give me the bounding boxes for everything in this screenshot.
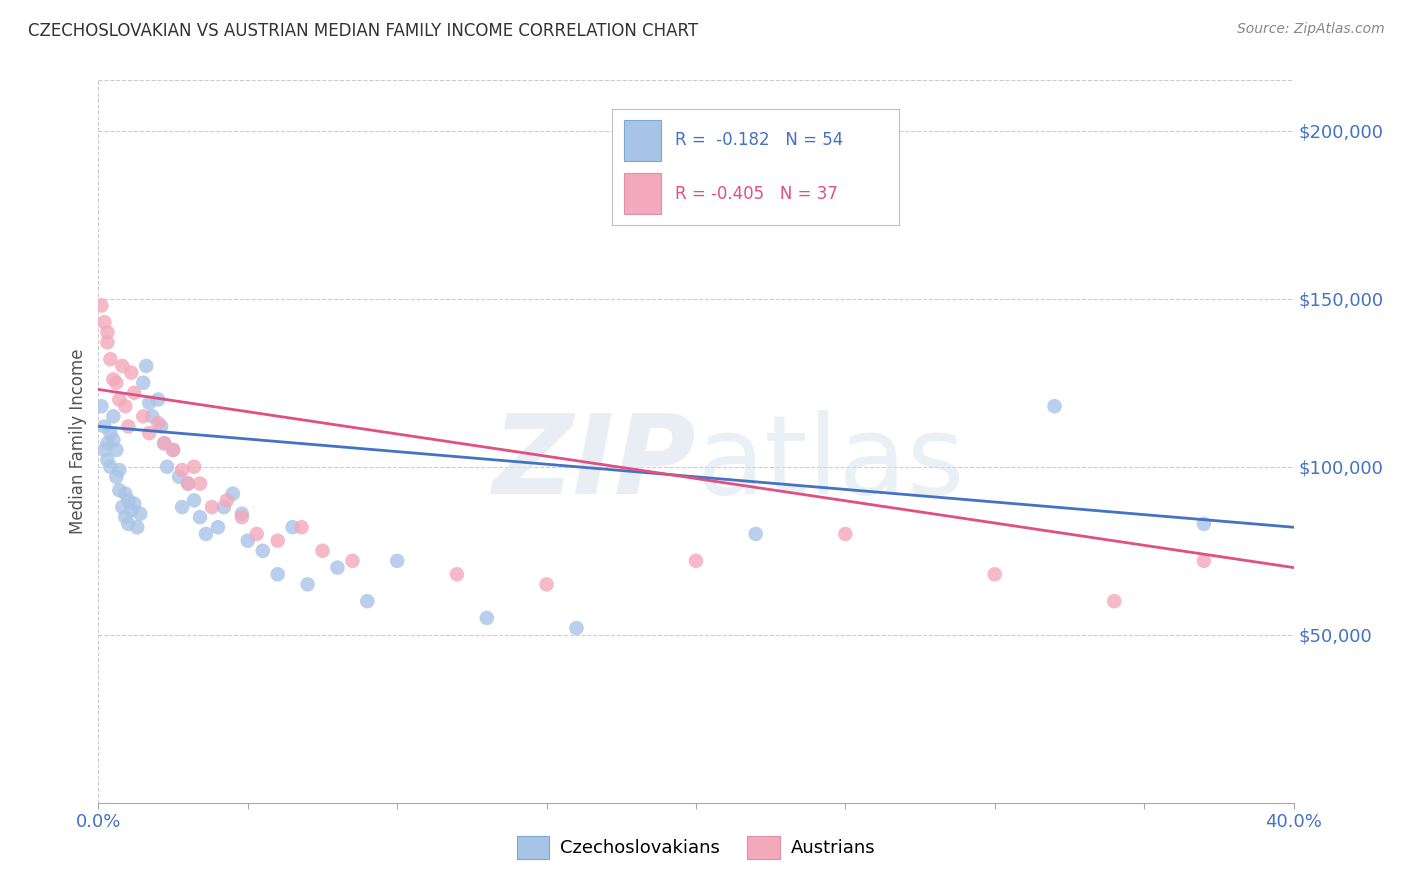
Point: [93, 419, 115, 434]
Point: [162, 442, 184, 457]
Point: [138, 396, 160, 410]
Point: [98, 352, 122, 367]
Point: [111, 500, 134, 514]
Point: [135, 359, 157, 373]
Point: [281, 520, 304, 534]
Point: [222, 486, 245, 500]
Point: [1192, 554, 1215, 568]
Text: CZECHOSLOVAKIAN VS AUSTRIAN MEDIAN FAMILY INCOME CORRELATION CHART: CZECHOSLOVAKIAN VS AUSTRIAN MEDIAN FAMIL…: [28, 22, 699, 40]
Point: [96, 453, 118, 467]
Point: [215, 493, 238, 508]
Point: [90, 399, 112, 413]
Text: atlas: atlas: [696, 409, 965, 516]
Point: [246, 527, 269, 541]
Point: [103, 433, 125, 447]
Point: [162, 442, 184, 457]
Point: [153, 436, 176, 450]
Point: [117, 419, 139, 434]
Point: [177, 476, 200, 491]
Point: [745, 527, 768, 541]
Y-axis label: Median Family Income: Median Family Income: [69, 349, 87, 534]
Point: [212, 500, 235, 514]
Point: [177, 476, 200, 491]
Point: [132, 409, 155, 424]
Point: [117, 493, 139, 508]
Point: [103, 372, 125, 386]
Text: ZIP: ZIP: [492, 409, 696, 516]
Point: [236, 533, 259, 548]
Point: [984, 567, 1007, 582]
Point: [150, 419, 173, 434]
Point: [267, 533, 290, 548]
Point: [183, 493, 205, 508]
Point: [183, 459, 205, 474]
Point: [291, 520, 314, 534]
Point: [156, 459, 179, 474]
Text: Source: ZipAtlas.com: Source: ZipAtlas.com: [1237, 22, 1385, 37]
Point: [129, 507, 152, 521]
Point: [311, 543, 333, 558]
Point: [195, 527, 218, 541]
Point: [96, 335, 118, 350]
Point: [342, 554, 364, 568]
Point: [188, 476, 211, 491]
Point: [685, 554, 707, 568]
Point: [124, 385, 146, 400]
Point: [267, 567, 290, 582]
Point: [207, 520, 229, 534]
Point: [105, 442, 128, 457]
Point: [231, 510, 253, 524]
Point: [172, 463, 194, 477]
Point: [446, 567, 468, 582]
Point: [120, 366, 142, 380]
Point: [120, 503, 142, 517]
Point: [103, 409, 125, 424]
Point: [1043, 399, 1066, 413]
Point: [834, 527, 856, 541]
Point: [565, 621, 588, 635]
Point: [108, 392, 131, 407]
Point: [111, 359, 134, 373]
Point: [108, 483, 131, 498]
Point: [1192, 516, 1215, 531]
Point: [201, 500, 224, 514]
Point: [252, 543, 274, 558]
Point: [98, 459, 122, 474]
Point: [148, 392, 170, 407]
Point: [114, 399, 136, 413]
Point: [153, 436, 176, 450]
Point: [127, 520, 149, 534]
Point: [536, 577, 558, 591]
Point: [105, 376, 128, 390]
Point: [1104, 594, 1126, 608]
Point: [297, 577, 319, 591]
Point: [108, 463, 131, 477]
Point: [231, 507, 253, 521]
Point: [141, 409, 163, 424]
Point: [385, 554, 409, 568]
Point: [105, 470, 128, 484]
Point: [167, 470, 190, 484]
Point: [188, 510, 211, 524]
Point: [90, 298, 112, 312]
Point: [114, 510, 136, 524]
Point: [98, 426, 122, 441]
Point: [172, 500, 194, 514]
Point: [96, 436, 118, 450]
Legend: Czechoslovakians, Austrians: Czechoslovakians, Austrians: [509, 829, 883, 866]
Point: [138, 426, 160, 441]
Point: [93, 315, 115, 329]
Point: [96, 326, 118, 340]
Point: [124, 497, 146, 511]
Point: [114, 486, 136, 500]
Point: [356, 594, 378, 608]
Point: [475, 611, 498, 625]
Point: [326, 560, 349, 574]
Point: [117, 516, 139, 531]
Point: [148, 416, 170, 430]
Point: [132, 376, 155, 390]
Point: [93, 442, 115, 457]
